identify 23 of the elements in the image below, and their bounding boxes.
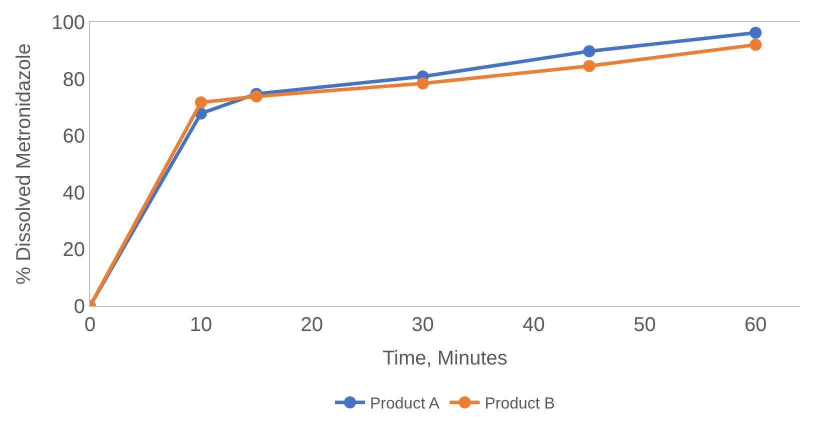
point bbox=[250, 90, 262, 102]
x-tick-label: 50 bbox=[634, 314, 656, 336]
y-tick-label: 80 bbox=[62, 68, 85, 91]
point bbox=[194, 96, 207, 108]
y-tick-label: 40 bbox=[62, 182, 85, 204]
y-axis-title: % Dissolved Metronidazole bbox=[13, 43, 36, 285]
y-tick-label: 0 bbox=[74, 296, 85, 318]
x-tick-label: 10 bbox=[190, 314, 212, 336]
point bbox=[750, 26, 762, 39]
x-tick-label: 60 bbox=[744, 314, 767, 336]
x-tick-label: 20 bbox=[300, 314, 324, 336]
y-tick-label: 60 bbox=[62, 126, 85, 148]
x-axis-title: Time, Minutes bbox=[382, 348, 508, 370]
legend-label: Product B bbox=[484, 396, 555, 413]
x-tick-label: 40 bbox=[522, 314, 545, 336]
y-tick-label: 100 bbox=[52, 12, 85, 34]
y-tick-label: 20 bbox=[62, 239, 85, 262]
point bbox=[583, 45, 596, 58]
point bbox=[416, 77, 429, 90]
point bbox=[583, 60, 596, 72]
legend-label: Product A bbox=[370, 396, 440, 413]
point bbox=[750, 38, 762, 51]
x-tick-label: 30 bbox=[412, 314, 434, 336]
